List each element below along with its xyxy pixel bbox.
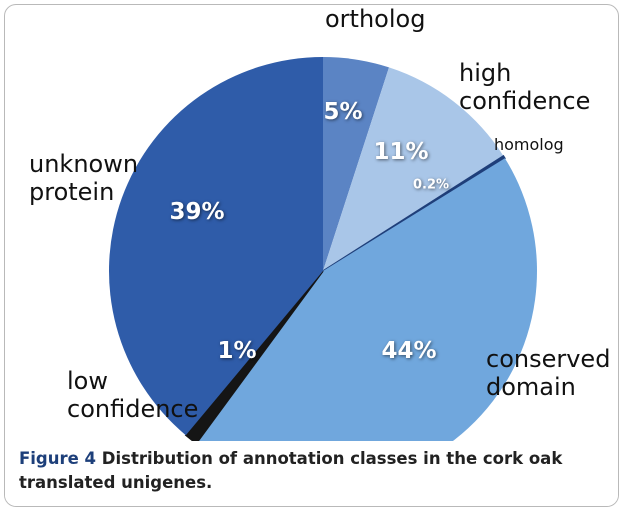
category-label: homolog <box>494 135 564 154</box>
caption: Figure 4 Distribution of annotation clas… <box>19 447 579 495</box>
category-label: low confidence <box>67 367 199 423</box>
category-label: conserved domain <box>486 345 611 401</box>
pie-slice <box>322 154 506 272</box>
category-label: high confidence <box>459 59 591 115</box>
value-label: 0.2% <box>412 177 450 193</box>
figure-label: Figure 4 <box>19 449 97 468</box>
category-label: unknown protein <box>29 150 139 206</box>
caption-background <box>5 441 618 506</box>
pie-slice <box>323 57 390 271</box>
category-label: ortholog <box>325 5 426 33</box>
pie-slice <box>108 57 323 436</box>
caption-text: Distribution of annotation classes in th… <box>19 449 563 492</box>
value-label: 39% <box>169 199 225 225</box>
figure-frame: ortholog 5% high confidence 11% homolog 0.2% c… <box>4 4 619 507</box>
pie-slice <box>196 158 537 486</box>
chart <box>5 57 618 506</box>
value-label: 5% <box>323 99 363 125</box>
value-label: 11% <box>373 139 429 165</box>
value-label: 44% <box>381 338 437 364</box>
pie-slice <box>323 67 504 271</box>
value-label: 1% <box>217 338 257 364</box>
